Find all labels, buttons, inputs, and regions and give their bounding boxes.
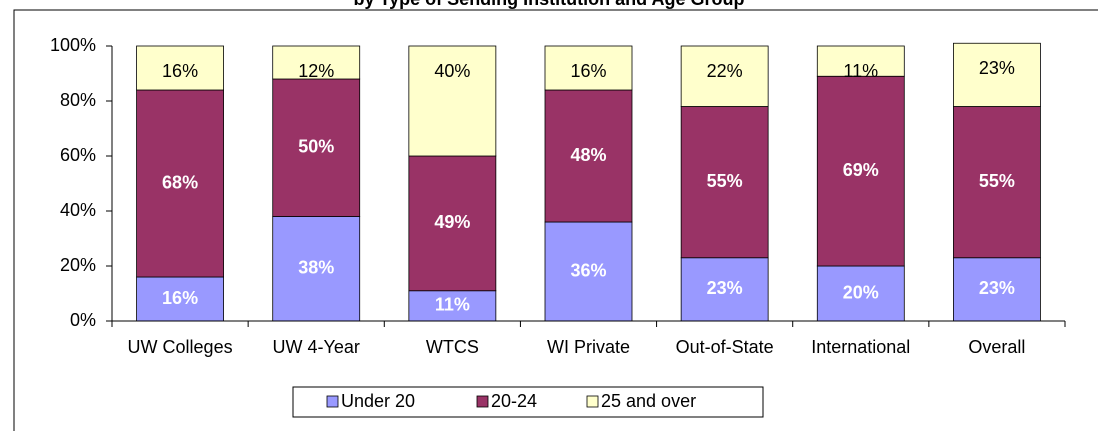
bar-segment <box>680 257 769 322</box>
data-label: 23% <box>707 278 743 298</box>
x-tick-label: Overall <box>968 337 1025 357</box>
data-label: 40% <box>434 61 470 81</box>
legend-swatch <box>586 395 599 408</box>
bar-segment <box>272 216 361 322</box>
y-tick-label: 80% <box>60 90 96 110</box>
y-tick-label: 0% <box>70 310 96 330</box>
data-label: 38% <box>298 258 334 278</box>
y-tick-label: 40% <box>60 200 96 220</box>
data-label: 16% <box>570 61 606 81</box>
legend-swatch <box>476 395 489 408</box>
bar-segment <box>816 45 905 77</box>
bar-segment <box>272 78 361 217</box>
x-tick-label: UW Colleges <box>128 337 233 357</box>
bar-segment <box>544 221 633 322</box>
bar-segment <box>136 276 224 322</box>
y-tick-label: 100% <box>50 35 96 55</box>
data-label: 20% <box>843 282 879 302</box>
data-label: 36% <box>570 260 606 280</box>
bar-segment <box>544 45 633 91</box>
data-label: 12% <box>298 61 334 81</box>
legend-swatch <box>326 395 339 408</box>
bar-segment <box>953 257 1041 322</box>
data-label: 55% <box>979 171 1015 191</box>
chart-title: by Type of Sending Institution and Age G… <box>354 0 745 9</box>
data-label: 49% <box>434 212 470 232</box>
bar-segment <box>953 42 1041 107</box>
data-label: 55% <box>707 171 743 191</box>
data-label: 11% <box>843 61 878 81</box>
legend-label: 25 and over <box>601 391 696 411</box>
bar-segment <box>544 89 633 223</box>
bar-segment <box>816 75 905 267</box>
data-label: 16% <box>162 61 198 81</box>
bar-segment <box>680 45 769 107</box>
data-label: 16% <box>162 288 198 308</box>
legend-box <box>292 386 764 418</box>
bar-segment <box>816 265 905 322</box>
data-label: 48% <box>570 145 606 165</box>
y-tick-label: 60% <box>60 145 96 165</box>
bar-segment <box>408 45 497 157</box>
bar-segment <box>680 106 769 259</box>
data-label: 68% <box>162 172 198 192</box>
legend-label: 20-24 <box>491 391 537 411</box>
data-label: 23% <box>979 278 1015 298</box>
bar-segment <box>136 89 224 278</box>
data-label: 69% <box>843 160 879 180</box>
bar-segment <box>408 155 497 292</box>
data-label: 23% <box>979 58 1015 78</box>
bar-segment <box>272 45 361 80</box>
x-tick-label: WTCS <box>426 337 479 357</box>
data-label: 50% <box>298 137 334 157</box>
data-label: 11% <box>435 295 470 315</box>
data-label: 22% <box>707 61 743 81</box>
x-tick-label: International <box>811 337 910 357</box>
y-tick-label: 20% <box>60 255 96 275</box>
bar-segment <box>953 106 1041 259</box>
legend-label: Under 20 <box>341 391 415 411</box>
x-tick-label: Out-of-State <box>676 337 774 357</box>
bar-segment <box>136 45 224 91</box>
x-tick-label: WI Private <box>547 337 630 357</box>
chart-frame <box>13 9 1098 431</box>
x-tick-label: UW 4-Year <box>273 337 360 357</box>
